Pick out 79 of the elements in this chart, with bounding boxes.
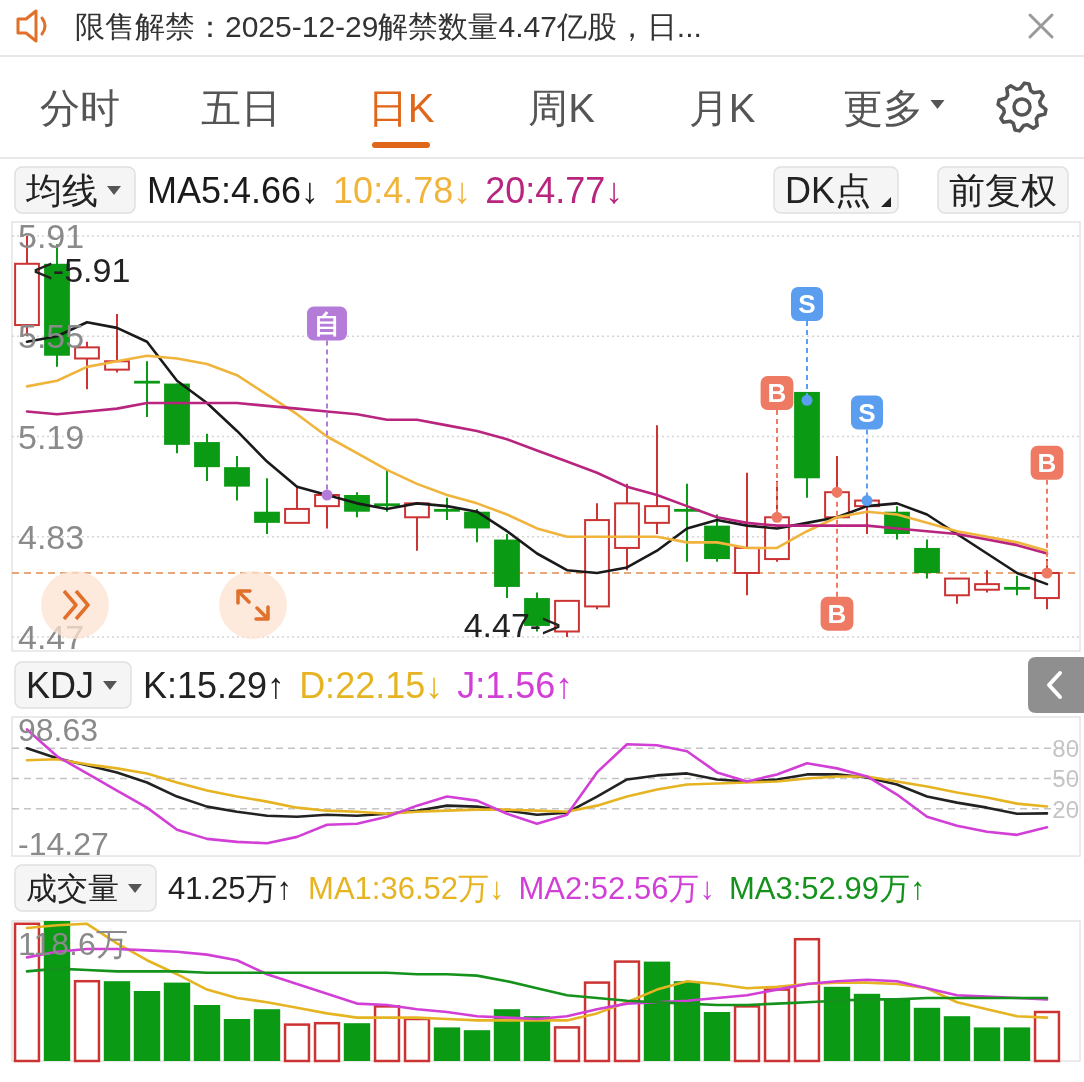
text: 日K (367, 86, 435, 130)
annotation: 4.47-> (463, 606, 561, 644)
text: 41.25万↑ (168, 871, 293, 907)
series-label: K:15.29↑ (143, 664, 286, 706)
y-tick-label: 5.91 (18, 217, 85, 256)
line-series (25, 758, 1049, 815)
candlestick (614, 482, 640, 572)
text: MA5:4.66↓ (147, 169, 320, 211)
text: B (767, 378, 787, 409)
legend-title: 均线 (25, 169, 98, 211)
bar (1033, 1010, 1061, 1063)
text: 20:4.77↓ (485, 169, 624, 211)
text: MA2:52.56万↓ (518, 871, 715, 907)
candlestick (374, 468, 400, 513)
text: S (798, 289, 816, 320)
y-tick-label: 98.63 (18, 711, 99, 748)
bar (943, 1016, 971, 1061)
text: 更多 (842, 86, 923, 130)
ref-line-label: 50 (1052, 765, 1079, 793)
bar (403, 1017, 431, 1063)
bar (313, 1021, 341, 1063)
bar (973, 1027, 1001, 1061)
y-tick-label: -14.27 (18, 825, 109, 862)
legend-title: 成交量 (26, 871, 119, 907)
point (771, 511, 783, 523)
bar (553, 1026, 581, 1063)
point (831, 486, 843, 498)
series-label: S (858, 397, 876, 428)
y-tick-label: 4.47 (18, 618, 85, 657)
text: DK点 (784, 169, 871, 211)
candlestick (734, 471, 760, 597)
text: MA3:52.99万↑ (728, 871, 926, 907)
candlestick (644, 424, 670, 535)
text: B (827, 599, 847, 629)
bar (1003, 1027, 1031, 1061)
candlestick (434, 496, 460, 522)
candlestick (944, 577, 970, 605)
candlestick (1004, 574, 1030, 597)
text: B (1037, 448, 1057, 479)
bar (163, 982, 191, 1061)
text: MA1:36.52万↓ (308, 871, 505, 907)
point (861, 495, 873, 507)
bar (703, 1012, 731, 1061)
candlestick (134, 360, 160, 418)
bar (253, 1009, 281, 1061)
bar (433, 1027, 461, 1061)
bar (763, 988, 791, 1063)
bar (73, 979, 101, 1063)
bar (343, 1023, 371, 1061)
point (1041, 567, 1053, 579)
candlestick (284, 485, 310, 524)
bar (373, 1005, 401, 1063)
ref-line-label: 80 (1052, 735, 1079, 763)
bar (133, 991, 161, 1061)
bar (913, 1007, 941, 1061)
bar (733, 1005, 761, 1063)
text: 自 (314, 308, 340, 339)
legend-title: KDJ (26, 664, 95, 706)
text: 月K (688, 86, 756, 130)
text: 前复权 (949, 169, 1057, 211)
bar (103, 981, 131, 1061)
text: 10:4.78↓ (333, 169, 472, 211)
text: D:22.15↓ (299, 664, 444, 706)
text: 限售解禁：2025-12-29解禁数量4.47亿股，日... (75, 10, 702, 43)
text: 周K (528, 86, 596, 130)
y-tick-label: 5.19 (18, 417, 85, 456)
bar (223, 1019, 251, 1061)
bar (283, 1023, 311, 1063)
series-label: J:1.56↑ (457, 664, 574, 706)
bar (193, 1005, 221, 1061)
text: 分时 (40, 86, 120, 130)
text: 五日 (200, 86, 281, 130)
bar (463, 1030, 491, 1061)
candlestick (254, 477, 280, 535)
bar (793, 937, 821, 1063)
bar (613, 960, 641, 1063)
y-tick-label: 4.83 (18, 518, 85, 557)
ref-line-label: 20 (1052, 795, 1079, 823)
point (801, 394, 813, 406)
